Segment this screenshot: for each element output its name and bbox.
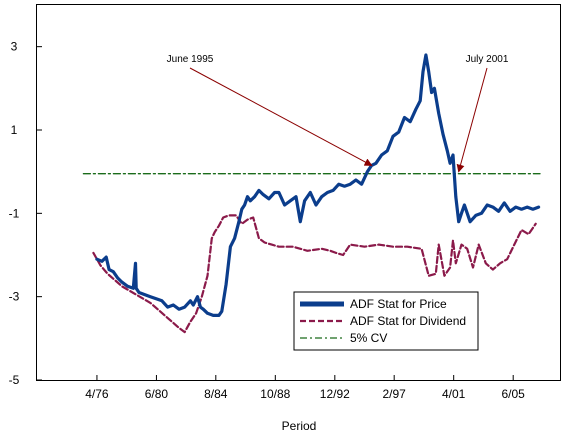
x-axis: 4/76 6/80 8/84 10/88 12/92 2/97 4/01 6/05 xyxy=(85,375,525,401)
y-tick-label: -1 xyxy=(9,206,20,220)
legend-label: ADF Stat for Price xyxy=(350,297,447,311)
annotation-arrow xyxy=(189,67,373,166)
annotation-arrow xyxy=(456,67,488,173)
y-tick-label: 1 xyxy=(11,123,18,137)
legend-label: 5% CV xyxy=(350,331,387,345)
series-line-price xyxy=(95,53,541,317)
y-tick-label: 3 xyxy=(11,40,18,54)
y-tick-label: -5 xyxy=(9,373,20,387)
series-layer xyxy=(82,53,541,334)
legend: ADF Stat for Price ADF Stat for Dividend 5… xyxy=(293,291,479,351)
annotation-label: June 1995 xyxy=(167,54,214,65)
x-tick-label: 6/80 xyxy=(145,387,169,401)
series-line-dividend xyxy=(92,214,537,334)
x-tick-label: 10/88 xyxy=(260,387,290,401)
annotation-layer: June 1995 July 2001 xyxy=(167,54,509,173)
legend-label: ADF Stat for Dividend xyxy=(350,314,466,328)
x-tick-label: 6/05 xyxy=(502,387,526,401)
x-tick-label: 4/01 xyxy=(442,387,466,401)
y-axis: 3 1 -1 -3 -5 xyxy=(9,40,42,387)
plot-frame xyxy=(36,4,561,381)
x-axis-title: Period xyxy=(282,419,317,433)
x-tick-label: 12/92 xyxy=(320,387,350,401)
y-tick-label: -3 xyxy=(9,290,20,304)
x-tick-label: 4/76 xyxy=(85,387,109,401)
annotation-label: July 2001 xyxy=(466,54,509,65)
x-tick-label: 2/97 xyxy=(383,387,407,401)
x-tick-label: 8/84 xyxy=(204,387,228,401)
